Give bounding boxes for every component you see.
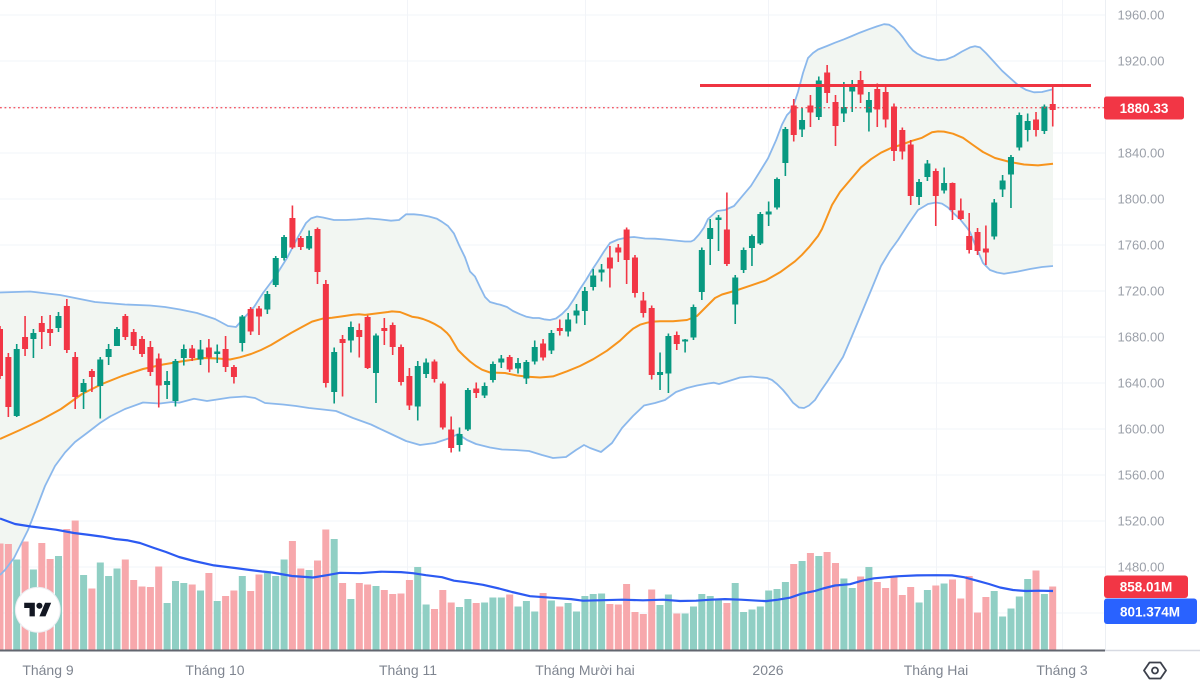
svg-text:1960.00: 1960.00: [1118, 8, 1165, 23]
svg-text:Tháng 3: Tháng 3: [1036, 662, 1088, 678]
svg-text:2026: 2026: [752, 662, 783, 678]
svg-text:Tháng Hai: Tháng Hai: [904, 662, 969, 678]
svg-text:1640.00: 1640.00: [1118, 376, 1165, 391]
svg-text:1920.00: 1920.00: [1118, 54, 1165, 69]
svg-text:Tháng 10: Tháng 10: [185, 662, 244, 678]
svg-text:1600.00: 1600.00: [1118, 422, 1165, 437]
svg-text:Tháng 9: Tháng 9: [22, 662, 74, 678]
svg-text:1880.33: 1880.33: [1120, 101, 1169, 116]
svg-text:Tháng 11: Tháng 11: [379, 662, 437, 678]
svg-text:1720.00: 1720.00: [1118, 284, 1165, 299]
svg-text:1800.00: 1800.00: [1118, 192, 1165, 207]
svg-text:858.01M: 858.01M: [1120, 580, 1173, 595]
svg-text:1760.00: 1760.00: [1118, 238, 1165, 253]
svg-text:1480.00: 1480.00: [1118, 560, 1165, 575]
svg-text:1520.00: 1520.00: [1118, 514, 1165, 529]
svg-text:1680.00: 1680.00: [1118, 330, 1165, 345]
svg-text:1840.00: 1840.00: [1118, 146, 1165, 161]
svg-text:1560.00: 1560.00: [1118, 468, 1165, 483]
svg-text:801.374M: 801.374M: [1120, 605, 1180, 620]
svg-text:Tháng Mười hai: Tháng Mười hai: [535, 662, 634, 678]
